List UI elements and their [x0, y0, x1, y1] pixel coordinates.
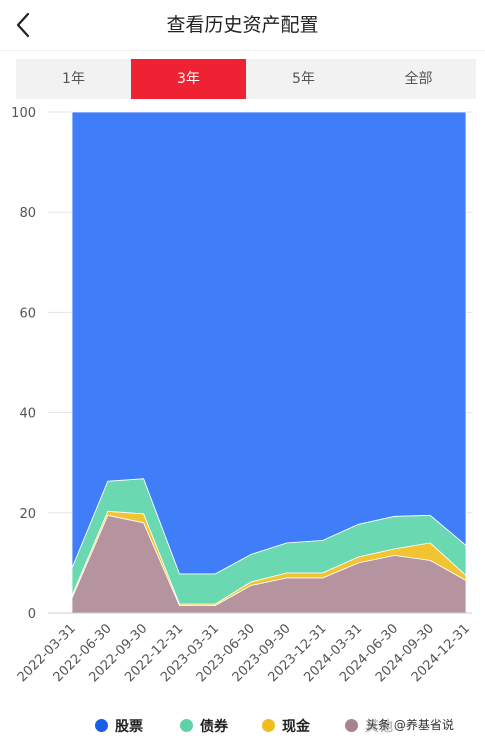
- tab-1-year[interactable]: 1年: [62, 71, 85, 87]
- y-tick-label: 100: [11, 106, 36, 121]
- legend-dot-bond: [180, 719, 193, 732]
- legend-dot-stock: [95, 719, 108, 732]
- asset-allocation-chart: 0204060801002022-03-312022-06-302022-09-…: [11, 106, 473, 685]
- legend-label-cash: 现金: [282, 719, 310, 735]
- legend-dot-other: [345, 719, 358, 732]
- tab-5-years[interactable]: 5年: [292, 71, 315, 87]
- tab-3-years[interactable]: 3年: [131, 59, 246, 99]
- area-series-stock: [71, 111, 467, 575]
- legend-label-stock: 股票: [115, 719, 143, 735]
- period-tabs: 1年 3年 5年 全部: [16, 59, 476, 99]
- page-title: 查看历史资产配置: [166, 14, 319, 36]
- y-tick-label: 20: [19, 507, 36, 522]
- watermark: 头条 @养基省说: [364, 716, 456, 733]
- y-tick-label: 60: [19, 306, 36, 321]
- y-tick-label: 0: [28, 607, 36, 622]
- back-arrow-icon[interactable]: [10, 10, 40, 40]
- legend-label-bond: 债券: [200, 719, 228, 735]
- legend-dot-cash: [262, 719, 275, 732]
- y-tick-label: 80: [19, 206, 36, 221]
- header-divider: [0, 50, 485, 51]
- header: 查看历史资产配置: [0, 0, 485, 50]
- y-tick-label: 40: [19, 407, 36, 422]
- tab-all[interactable]: 全部: [404, 71, 433, 87]
